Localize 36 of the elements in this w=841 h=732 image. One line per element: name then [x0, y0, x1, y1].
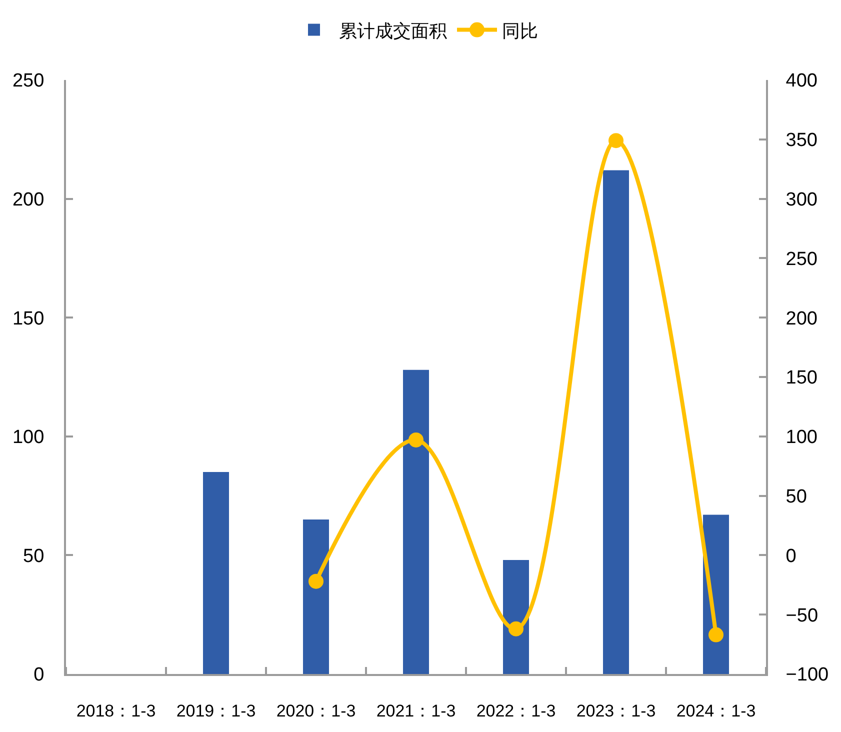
x-tick-label: 2019：1-3	[176, 701, 256, 720]
bar	[503, 560, 529, 674]
y-tick-label: 50	[23, 546, 44, 567]
y-tick-label: 200	[12, 189, 44, 210]
legend-label: 同比	[502, 20, 538, 41]
bar	[403, 370, 429, 674]
y-tick-label: 250	[12, 70, 44, 92]
point	[608, 133, 624, 148]
x-tick-label: 2018：1-3	[76, 701, 156, 720]
y2-tick-label: 350	[786, 130, 818, 152]
point	[708, 627, 724, 642]
bar	[303, 520, 329, 674]
x-tick-label: 2022：1-3	[476, 701, 556, 720]
x-tick-label: 2020：1-3	[276, 701, 356, 720]
y2-tick-label: 400	[786, 70, 818, 92]
y2-tick-label: 50	[786, 486, 807, 508]
y-tick-label: 100	[12, 427, 44, 448]
point	[408, 432, 424, 448]
y2-tick-label: 0	[786, 546, 796, 567]
point	[508, 621, 524, 636]
y2-tick-label: 250	[786, 248, 818, 270]
x-tick-label: 2023：1-3	[576, 701, 656, 720]
point	[308, 574, 324, 589]
bar	[603, 170, 629, 674]
y2-tick-label: −100	[786, 664, 829, 686]
y2-tick-label: −50	[786, 605, 818, 626]
x-tick-label: 2024：1-3	[676, 701, 756, 720]
y-tick-label: 0	[34, 664, 44, 686]
y2-tick-label: 300	[786, 189, 818, 210]
y2-tick-label: 150	[786, 368, 818, 389]
y2-tick-label: 200	[786, 308, 818, 330]
x-tick-label: 2021：1-3	[376, 701, 456, 720]
bar	[203, 472, 229, 674]
y-tick-label: 150	[12, 308, 44, 330]
y2-tick-label: 100	[786, 427, 818, 448]
legend-label: 累计成交面积	[339, 20, 447, 41]
